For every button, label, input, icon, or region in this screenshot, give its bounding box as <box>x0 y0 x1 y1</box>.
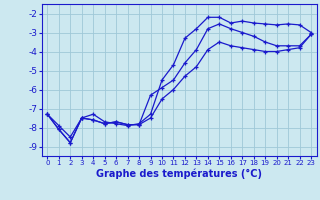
X-axis label: Graphe des températures (°C): Graphe des températures (°C) <box>96 169 262 179</box>
